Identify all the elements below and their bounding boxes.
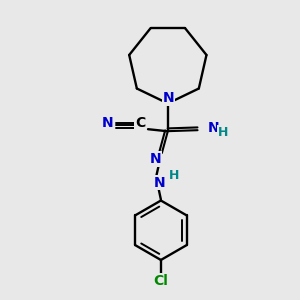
Text: H: H [169,169,179,182]
Text: N: N [154,176,166,190]
Text: N: N [208,121,219,135]
Text: C: C [135,116,145,130]
Text: Cl: Cl [154,274,168,288]
Text: N: N [163,92,175,106]
Text: N: N [150,152,162,166]
Text: H: H [218,126,229,139]
Text: N: N [102,116,113,130]
